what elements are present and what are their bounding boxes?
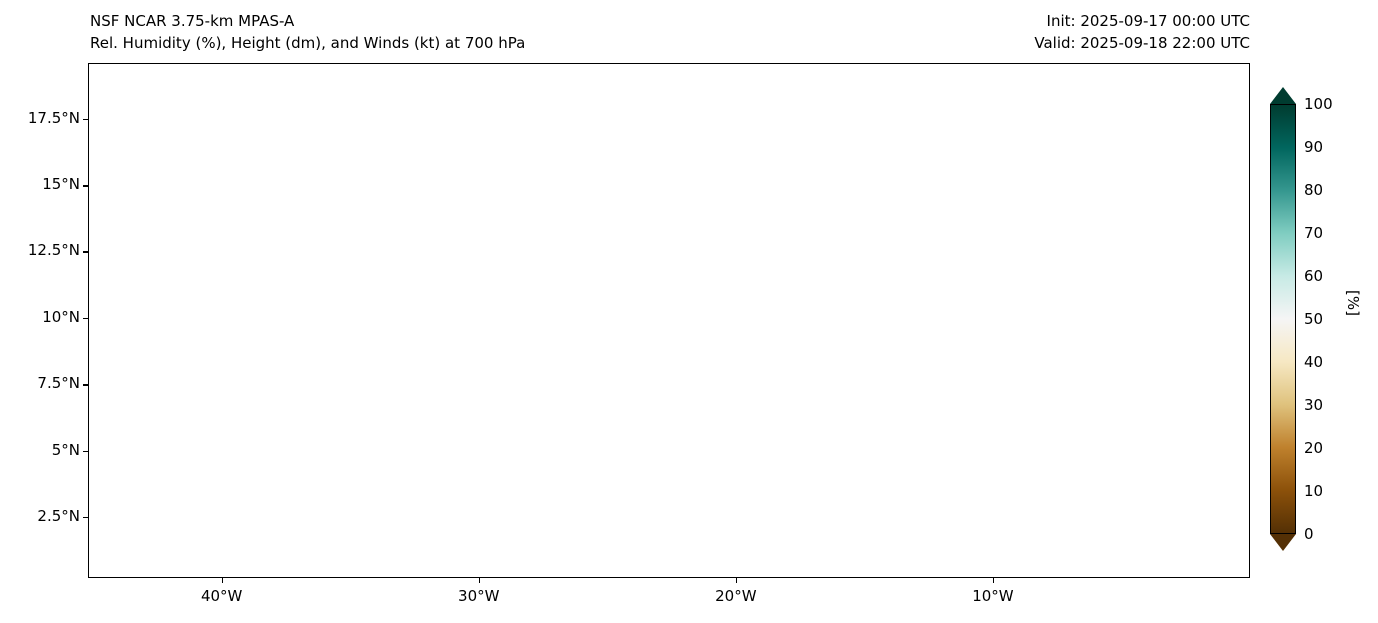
y-tick-label: 7.5°N <box>37 374 80 393</box>
colorbar-gradient <box>1270 104 1296 534</box>
colorbar-arrow-bottom <box>1270 534 1296 551</box>
plot-frame <box>88 63 1250 578</box>
x-tick-label: 30°W <box>458 587 500 605</box>
colorbar-tick-label: 30 <box>1304 396 1324 414</box>
x-tick-mark <box>735 578 738 583</box>
x-tick-label: 20°W <box>715 587 757 605</box>
x-tick-label: 10°W <box>972 587 1014 605</box>
colorbar-tick-label: 60 <box>1304 267 1324 285</box>
colorbar: 0 10 20 30 40 50 60 70 80 90 100 <box>1270 87 1370 557</box>
colorbar-tick-label: 90 <box>1304 138 1324 156</box>
y-tick-label: 15°N <box>42 175 80 194</box>
colorbar-tick-label: 0 <box>1304 525 1314 543</box>
init-time: Init: 2025-09-17 00:00 UTC <box>1046 12 1250 30</box>
y-tick-label: 12.5°N <box>27 241 80 260</box>
y-tick-label: 5°N <box>51 440 80 459</box>
x-tick-mark <box>478 578 481 583</box>
valid-time: Valid: 2025-09-18 22:00 UTC <box>1034 34 1250 52</box>
colorbar-arrow-top <box>1270 87 1296 104</box>
colorbar-tick-label: 70 <box>1304 224 1324 242</box>
colorbar-tick-label: 10 <box>1304 482 1324 500</box>
field-subtitle: Rel. Humidity (%), Height (dm), and Wind… <box>90 34 526 52</box>
y-tick-label: 2.5°N <box>37 506 80 525</box>
colorbar-tick-label: 40 <box>1304 353 1324 371</box>
x-tick-mark <box>992 578 995 583</box>
colorbar-tick-label: 20 <box>1304 439 1324 457</box>
colorbar-tick-label: 100 <box>1304 95 1333 113</box>
colorbar-tick-label: 50 <box>1304 310 1324 328</box>
y-tick-label: 17.5°N <box>27 108 80 127</box>
x-tick-mark <box>221 578 224 583</box>
x-tick-label: 40°W <box>200 587 243 605</box>
model-title: NSF NCAR 3.75-km MPAS-A <box>90 12 295 30</box>
y-tick-label: 10°N <box>42 307 80 326</box>
colorbar-tick-label: 80 <box>1304 181 1324 199</box>
colorbar-unit-label: [%] <box>1344 290 1362 316</box>
title-block: NSF NCAR 3.75-km MPAS-A Rel. Humidity (%… <box>90 10 525 54</box>
meta-block: Init: 2025-09-17 00:00 UTC Valid: 2025-0… <box>1034 10 1250 54</box>
